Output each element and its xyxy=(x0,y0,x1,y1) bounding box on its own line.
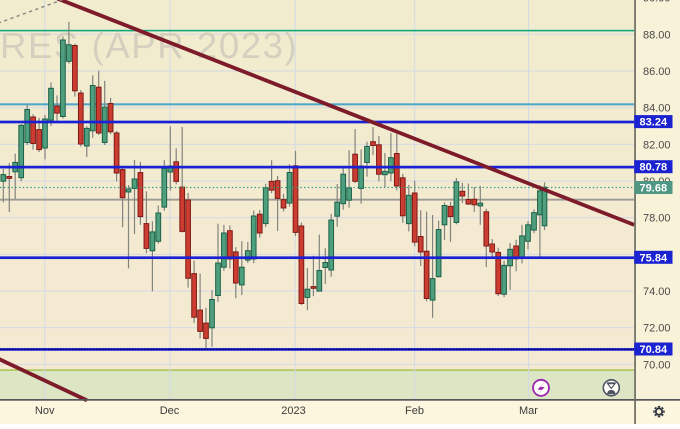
svg-text:86.00: 86.00 xyxy=(643,66,671,78)
svg-text:80.78: 80.78 xyxy=(640,162,668,174)
svg-text:72.00: 72.00 xyxy=(643,323,671,335)
svg-text:79.68: 79.68 xyxy=(640,183,668,195)
svg-text:75.84: 75.84 xyxy=(640,252,668,264)
svg-text:84.00: 84.00 xyxy=(643,103,671,115)
svg-text:Nov: Nov xyxy=(35,405,55,417)
svg-text:88.00: 88.00 xyxy=(643,29,671,41)
svg-text:78.00: 78.00 xyxy=(643,213,671,225)
svg-text:74.00: 74.00 xyxy=(643,286,671,298)
svg-text:83.24: 83.24 xyxy=(640,117,668,129)
svg-text:82.00: 82.00 xyxy=(643,139,671,151)
svg-text:70.00: 70.00 xyxy=(643,359,671,371)
svg-text:Dec: Dec xyxy=(160,405,180,417)
svg-text:Feb: Feb xyxy=(405,405,424,417)
svg-text:2023: 2023 xyxy=(281,405,305,417)
svg-text:RES (APR 2023): RES (APR 2023) xyxy=(0,25,298,66)
svg-text:90.00: 90.00 xyxy=(643,0,671,5)
svg-text:70.84: 70.84 xyxy=(640,344,668,356)
svg-text:Mar: Mar xyxy=(519,405,538,417)
